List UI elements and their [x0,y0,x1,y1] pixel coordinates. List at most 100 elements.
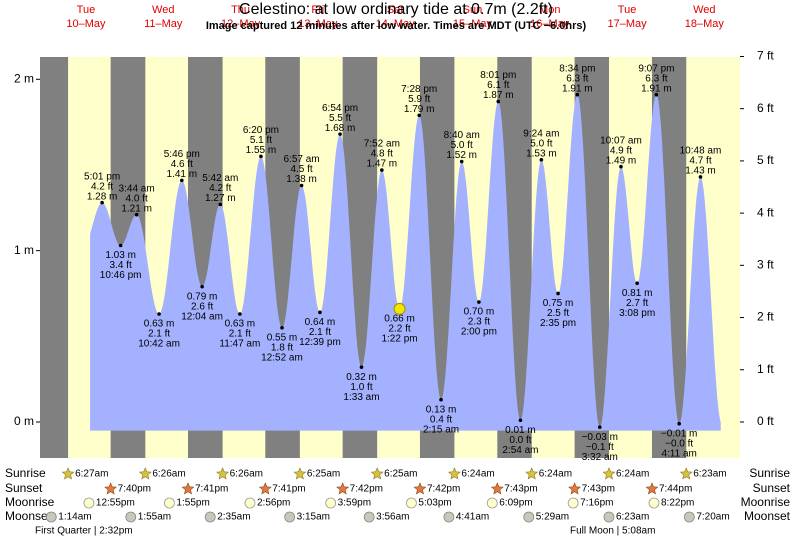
tide-label: 2.1 ft [229,329,251,340]
tide-label: 1.27 m [205,193,236,204]
day-date: 13–May [298,18,338,30]
moonrise-icon [244,497,256,509]
y2-tick-label: 5 ft [757,153,774,167]
tide-label: 1.8 ft [271,342,293,353]
y2-tick-label: 0 ft [757,414,774,428]
moonrise-time: 6:09pm [499,498,532,509]
day-weekday: Sun [463,4,483,16]
y2-tick-label: 7 ft [757,49,774,63]
tide-extreme [134,212,139,217]
tide-label: 1.47 m [367,159,398,170]
water-area [90,94,721,431]
sunset-time: 7:43pm [504,484,537,495]
tide-label: 6.3 ft [645,73,667,84]
tide-label: 5:42 am [202,173,238,184]
tide-label: 2.6 ft [191,301,213,312]
tide-label: −0.03 m [582,432,618,443]
tide-label: 5.5 ft [329,113,351,124]
moonset-icon [204,511,216,523]
tide-label: 8:40 am [444,130,480,141]
tide-label: 1.0 ft [350,382,372,393]
water-layer [90,94,721,431]
sunset-time: 7:42pm [350,484,383,495]
tide-label: 1.38 m [286,174,317,185]
tide-extreme [338,132,342,136]
tide-label: 12:52 am [261,352,303,363]
tide-label: 7:52 am [364,139,400,150]
sunrise-icon [61,467,75,480]
moonrise-time: 8:22pm [661,498,694,509]
moonset-time: 2:35am [217,512,250,523]
tide-label: 0.81 m [622,288,653,299]
sunrise-icon [138,467,152,480]
sunrise-time: 6:24am [461,469,494,480]
row-label: Moonset [744,509,791,523]
tide-label: 2.1 ft [148,329,170,340]
tide-label: 0.13 m [426,404,457,415]
sunrise-icon [216,467,230,480]
day-weekday: Sat [387,4,404,16]
tide-label: 2:15 am [423,424,459,435]
tide-label: −0.01 m [661,428,697,439]
tide-label: 1.03 m [105,250,136,261]
moonset-icon [603,511,615,523]
tide-extreme [556,291,560,296]
tide-extreme [318,310,322,315]
sunset-time: 7:44pm [659,484,692,495]
moonrise-icon [83,497,95,509]
tide-label: 1.68 m [325,123,356,134]
tide-label: 10:07 am [600,135,642,146]
tide-label: −0.1 ft [586,442,614,453]
sunset-icon [645,482,659,495]
tide-label: 2:54 am [502,445,538,456]
tide-extreme [157,312,161,316]
day-weekday: Wed [693,4,715,16]
moonset-icon [45,511,57,523]
tide-label: 2.7 ft [626,298,648,309]
moonrise-time: 7:16pm [580,498,613,509]
tide-label: 1.91 m [562,83,593,94]
tide-label: 1.49 m [606,155,637,166]
moonrise-time: 2:56pm [257,498,290,509]
tide-extreme [635,281,639,286]
tide-label: 5.9 ft [408,94,430,105]
tide-label: 0.01 m [505,425,536,436]
tide-label: 0.75 m [543,298,574,309]
row-label: Sunrise [749,466,790,480]
tide-label: 1.41 m [167,169,198,180]
sunrise-time: 6:25am [307,469,340,480]
tide-label: 5.0 ft [530,138,552,149]
y2-tick-label: 2 ft [757,310,774,324]
y-tick-label: 2 m [14,71,34,85]
moonset-time: 1:55am [138,512,171,523]
sunset-icon [490,482,504,495]
day-weekday: Fri [311,4,324,16]
tide-label: −0.0 ft [665,438,693,449]
tide-label: 0.55 m [267,332,298,343]
sunrise-time: 6:26am [152,469,185,480]
tide-label: 3:32 am [582,452,618,463]
tide-label: 2:35 pm [540,318,576,329]
tide-label: 6.3 ft [566,73,588,84]
tide-label: 2:00 pm [461,327,497,338]
day-date: 10–May [66,18,106,30]
tide-label: 6:57 am [284,154,320,165]
moonrise-icon [648,497,660,509]
chart-subtitle: Image captured 12 minutes after low wate… [206,20,587,32]
tide-label: 0.63 m [225,319,256,330]
tide-label: 7:28 pm [401,84,437,95]
moonrise-time: 3:59pm [338,498,371,509]
sunset-icon [336,482,350,495]
moonrise-time: 1:55pm [176,498,209,509]
moonrise-icon [325,497,337,509]
tide-extreme [496,99,501,104]
tide-label: 1.53 m [526,148,557,159]
y2-tick-label: 4 ft [757,205,774,219]
moonset-icon [363,511,375,523]
tide-label: 4.2 ft [209,183,231,194]
moonset-time: 4:41am [456,512,489,523]
tide-extreme [218,202,223,207]
tide-extreme [200,284,204,289]
tide-label: 6.1 ft [487,80,509,91]
